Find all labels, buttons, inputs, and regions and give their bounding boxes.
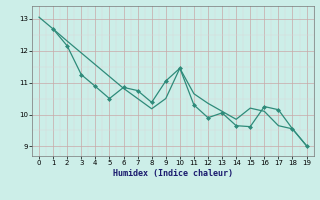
X-axis label: Humidex (Indice chaleur): Humidex (Indice chaleur) — [113, 169, 233, 178]
